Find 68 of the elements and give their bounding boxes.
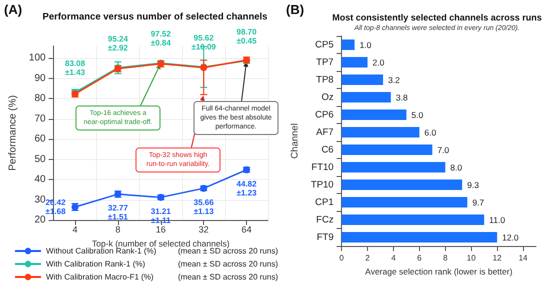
data-label: 8.0 [450, 162, 462, 172]
data-label: 11.0 [489, 214, 506, 225]
x-tick-label: 4 [72, 224, 78, 234]
x-axis-title: Top-k (number of selected channels) [92, 238, 230, 248]
y-axis-title: Channel [290, 123, 300, 159]
data-label: 32.77 ±1.51 [108, 204, 128, 222]
x-tick-label: 4 [391, 254, 396, 262]
y-tick-label: Oz [321, 92, 334, 103]
x-tick-label: 32 [198, 224, 209, 234]
y-tick-label: 80 [34, 93, 46, 104]
data-label: 5.0 [411, 110, 424, 120]
data-label: 44.82 ±1.23 [236, 179, 258, 198]
x-tick-label: 8 [115, 224, 120, 234]
x-tick-label: 2 [365, 254, 370, 262]
x-tick-label: 14 [518, 254, 528, 262]
x-tick-label: 16 [156, 224, 166, 234]
y-tick-label: 70 [34, 113, 46, 124]
y-tick-label: 100 [28, 52, 46, 64]
data-label: 97.52 ±0.84 [150, 30, 172, 48]
y-axis-title: Performance (%) [8, 95, 18, 171]
x-tick-label: 8 [443, 254, 448, 262]
x-tick-label: 10 [466, 254, 476, 262]
y-tick-label: CP6 [315, 109, 334, 120]
chart-title: Performance versus number of selected channels [42, 12, 268, 22]
data-label: 83.08 ±1.43 [65, 58, 86, 77]
y-tick-label: AF7 [316, 126, 334, 138]
data-label: 2.0 [372, 57, 385, 68]
data-label: 12.0 [502, 232, 519, 242]
chart-title: Most consistently selected channels across runs [332, 12, 542, 22]
data-label: 98.70 ±0.45 [236, 27, 258, 46]
y-tick-label: 30 [34, 194, 46, 206]
y-tick-label: 50 [34, 154, 46, 165]
y-tick-label: FT10 [311, 162, 334, 173]
data-label: 9.7 [472, 197, 484, 208]
y-tick-label: 60 [34, 134, 46, 145]
data-label: 1.0 [360, 40, 372, 50]
x-tick-label: 64 [242, 224, 252, 234]
data-label: 7.0 [437, 144, 450, 155]
y-tick-label: 20 [34, 214, 46, 226]
text: (mean ± SD across 20 runs) [178, 260, 278, 268]
y-tick-label: TP8 [316, 74, 334, 86]
text: (mean ± SD across 20 runs) [178, 272, 278, 282]
data-label: 35.66 ±1.13 [194, 198, 214, 216]
legend-label: With Calibration Macro-F1 (%) [46, 272, 154, 282]
text: (B) [286, 2, 304, 17]
data-label: 95.24 ±2.92 [108, 34, 128, 52]
x-tick-label: 0 [339, 254, 344, 262]
data-label: 3.2 [388, 74, 400, 85]
text: (A) [4, 2, 22, 17]
x-axis-title: Average selection rank (lower is better) [365, 266, 513, 276]
y-tick-label: TP7 [316, 56, 334, 68]
y-tick-label: CP5 [315, 39, 334, 50]
data-label: 3.8 [396, 92, 408, 102]
text: (mean ± SD across 20 runs) [178, 246, 278, 256]
y-tick-label: TP10 [310, 179, 334, 190]
y-tick-label: FCz [316, 214, 334, 226]
data-label: 6.0 [424, 127, 436, 138]
y-tick-label: FT9 [316, 232, 334, 243]
y-tick-label: C6 [321, 144, 334, 156]
x-tick-label: 6 [417, 254, 422, 262]
legend-label: With Calibration Rank-1 (%) [46, 260, 146, 268]
y-tick-label: 90 [34, 72, 46, 84]
x-tick-label: 12 [492, 254, 502, 262]
data-label: 95.62 ±10.09 [191, 34, 216, 52]
y-tick-label: 40 [34, 174, 46, 186]
y-tick-label: CP1 [315, 196, 334, 208]
legend-label: Without Calibration Rank-1 (%) [46, 246, 157, 256]
data-label: 9.3 [467, 180, 480, 190]
